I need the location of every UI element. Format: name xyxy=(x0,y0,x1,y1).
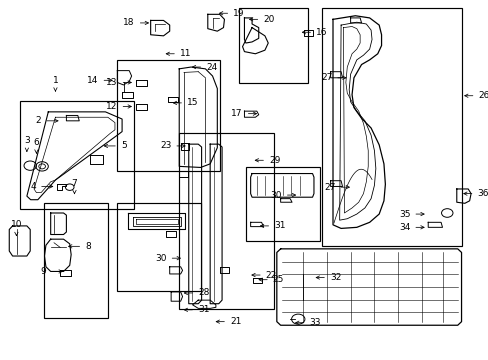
Text: 20: 20 xyxy=(249,15,274,24)
Text: 5: 5 xyxy=(104,141,126,150)
Text: 27: 27 xyxy=(320,73,346,82)
Text: 12: 12 xyxy=(106,102,131,111)
Text: 19: 19 xyxy=(219,9,244,18)
Text: 33: 33 xyxy=(295,318,320,327)
Text: 2: 2 xyxy=(36,116,58,125)
Text: 16: 16 xyxy=(302,28,327,37)
Bar xyxy=(43,203,107,318)
Text: 17: 17 xyxy=(231,109,256,118)
Text: 18: 18 xyxy=(123,18,148,27)
Text: 10: 10 xyxy=(11,220,22,235)
Bar xyxy=(238,8,307,83)
Text: 35: 35 xyxy=(398,210,423,219)
Bar xyxy=(179,134,274,309)
Text: 13: 13 xyxy=(106,78,131,87)
Text: 9: 9 xyxy=(40,267,62,276)
Text: 4: 4 xyxy=(30,182,53,191)
Text: 30: 30 xyxy=(270,190,295,199)
Text: 24: 24 xyxy=(192,63,217,72)
Bar xyxy=(117,60,219,171)
Text: 6: 6 xyxy=(34,138,39,153)
Bar xyxy=(117,203,200,291)
Text: 29: 29 xyxy=(255,156,280,165)
Text: 11: 11 xyxy=(166,49,191,58)
Text: 14: 14 xyxy=(87,76,112,85)
Text: 27: 27 xyxy=(324,183,348,192)
Text: 3: 3 xyxy=(24,136,30,151)
Text: 15: 15 xyxy=(173,98,198,107)
Text: 7: 7 xyxy=(71,179,77,194)
Text: 1: 1 xyxy=(53,76,58,91)
Text: 36: 36 xyxy=(463,189,488,198)
Text: 23: 23 xyxy=(160,141,185,150)
Text: 28: 28 xyxy=(184,288,209,297)
Text: 31: 31 xyxy=(260,221,285,230)
Bar xyxy=(20,101,134,209)
Text: 31: 31 xyxy=(184,305,209,314)
Text: 25: 25 xyxy=(259,275,284,284)
Text: 34: 34 xyxy=(398,223,423,232)
Text: 21: 21 xyxy=(216,317,241,326)
Text: 26: 26 xyxy=(464,91,488,100)
Text: 32: 32 xyxy=(316,273,341,282)
Bar xyxy=(322,8,462,246)
Text: 8: 8 xyxy=(68,242,91,251)
Text: 30: 30 xyxy=(155,254,180,263)
Bar xyxy=(245,167,319,241)
Text: 22: 22 xyxy=(251,270,276,279)
